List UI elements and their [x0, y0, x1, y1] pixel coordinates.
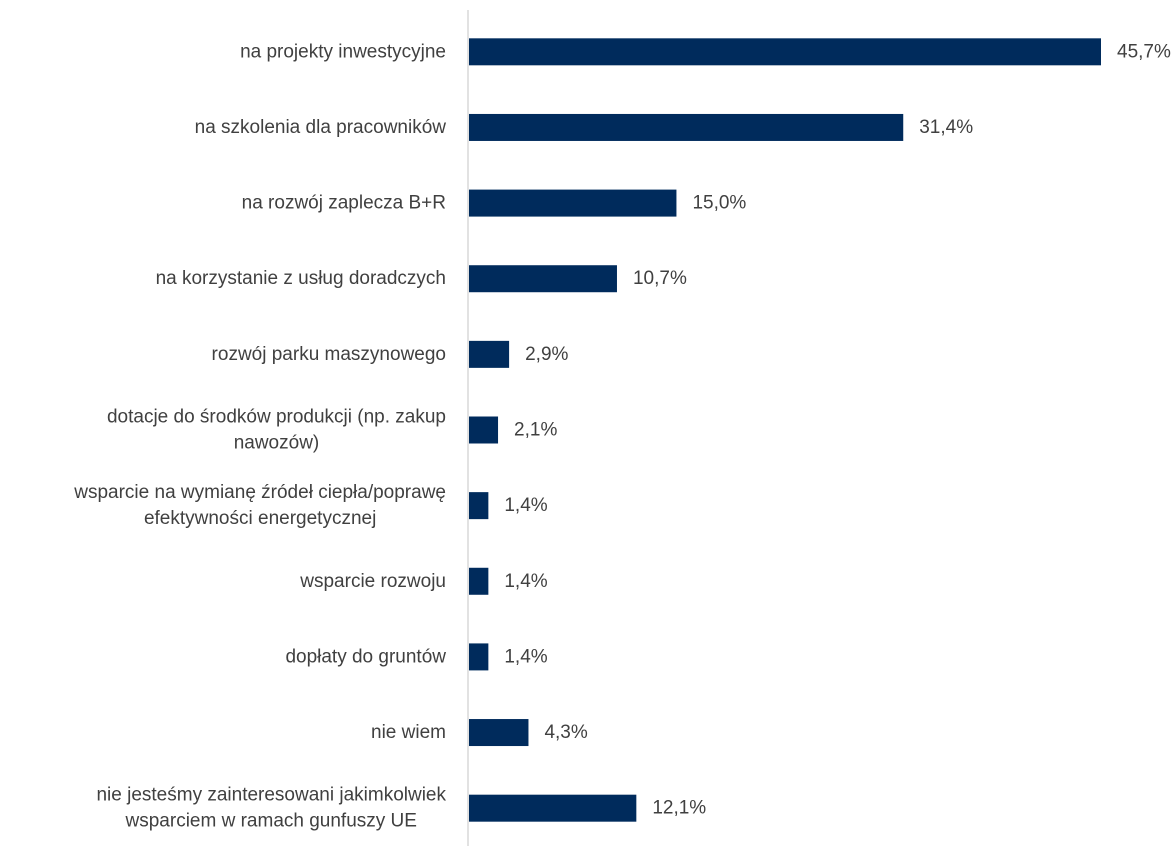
category-label-line: nie wiem	[371, 722, 446, 743]
bar	[469, 416, 499, 444]
category-label: na rozwój zaplecza B+R	[242, 193, 446, 214]
data-label: 4,3%	[544, 722, 587, 743]
category-label-line: dopłaty do gruntów	[285, 646, 446, 667]
bar	[469, 794, 637, 822]
value-labels-group: 45,7% 31,4% 15,0% 10,7% 2,9% 2,1% 1,4% 1,4% 1,4%…	[504, 41, 1171, 818]
bars-group	[469, 38, 1101, 822]
bar	[469, 265, 617, 293]
data-label: 15,0%	[692, 193, 746, 214]
data-label: 2,1%	[514, 420, 557, 441]
bar	[469, 643, 489, 671]
bar	[469, 189, 677, 217]
category-label: wsparcie na wymianę źródeł ciepła/popraw…	[73, 482, 446, 529]
category-label-line: na szkolenia dla pracowników	[195, 117, 447, 138]
category-label-line: efektywności energetycznej	[144, 508, 376, 529]
data-label: 1,4%	[504, 646, 547, 667]
bar	[469, 113, 904, 141]
data-label: 2,9%	[525, 344, 568, 365]
data-label: 10,7%	[633, 268, 687, 289]
bar	[469, 38, 1101, 66]
category-label-line: wsparcie rozwoju	[299, 571, 446, 592]
category-label-line: na projekty inwestycyjne	[240, 41, 446, 62]
category-label: na szkolenia dla pracowników	[195, 117, 447, 138]
data-label: 1,4%	[504, 571, 547, 592]
category-label-line: nawozów)	[234, 433, 320, 454]
category-label: nie jesteśmy zainteresowani jakimkolwiek…	[96, 785, 446, 832]
data-label: 12,1%	[652, 798, 706, 819]
category-label: wsparcie rozwoju	[299, 571, 446, 592]
category-label-line: wsparcie na wymianę źródeł ciepła/popraw…	[73, 482, 446, 503]
category-label-line: dotacje do środków produkcji (np. zakup	[107, 407, 446, 428]
category-label: dotacje do środków produkcji (np. zakup n…	[107, 407, 446, 454]
category-label-line: wsparciem w ramach gunfuszy UE	[125, 811, 417, 832]
category-label-line: na korzystanie z usług doradczych	[156, 268, 446, 289]
bar	[469, 492, 489, 520]
bar	[469, 567, 489, 595]
category-label: nie wiem	[371, 722, 446, 743]
category-label-line: rozwój parku maszynowego	[212, 344, 446, 365]
data-label: 1,4%	[504, 495, 547, 516]
category-label: na korzystanie z usług doradczych	[156, 268, 446, 289]
category-labels-group: na projekty inwestycyjne na szkolenia dla…	[73, 41, 446, 831]
category-label: rozwój parku maszynowego	[212, 344, 446, 365]
bar	[469, 719, 529, 747]
category-label-line: nie jesteśmy zainteresowani jakimkolwiek	[96, 785, 446, 806]
data-label: 31,4%	[919, 117, 973, 138]
category-label-line: na rozwój zaplecza B+R	[242, 193, 446, 214]
category-label: dopłaty do gruntów	[285, 646, 446, 667]
bar	[469, 340, 510, 368]
data-label: 45,7%	[1117, 41, 1171, 62]
category-label: na projekty inwestycyjne	[240, 41, 446, 62]
